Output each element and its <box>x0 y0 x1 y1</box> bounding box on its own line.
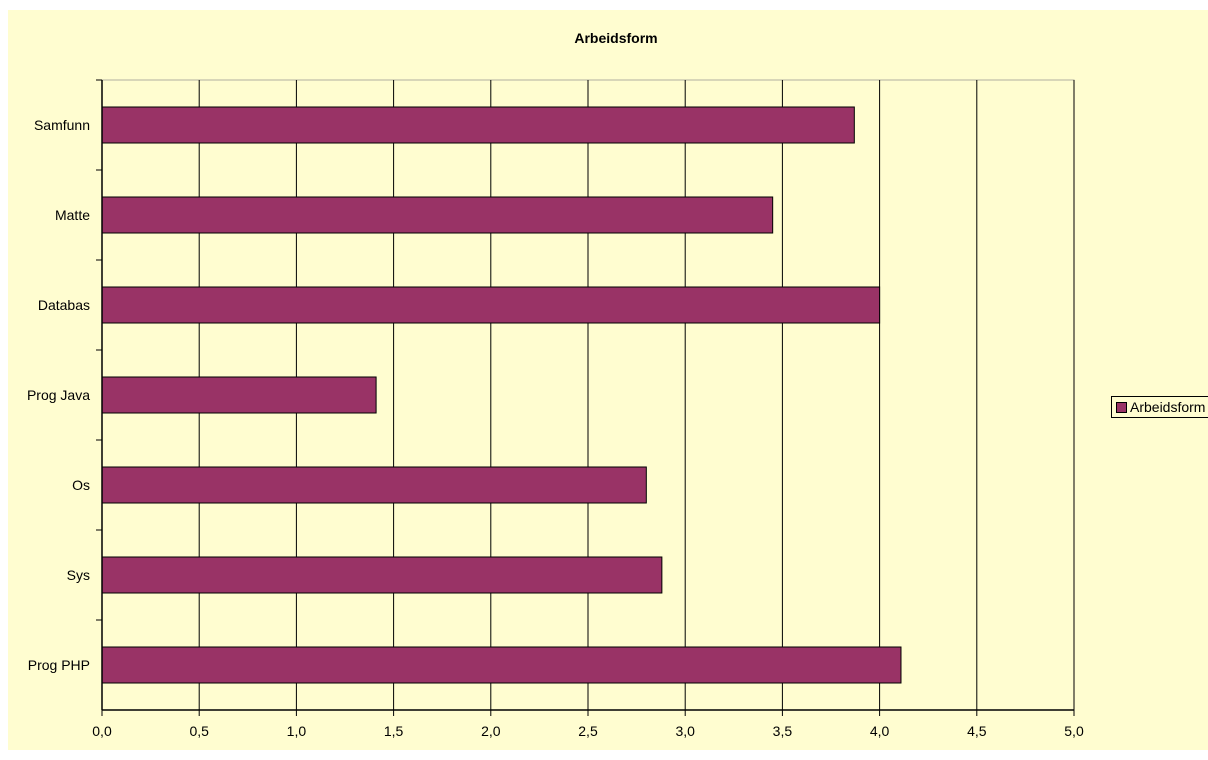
category-label: Prog Java <box>27 387 90 403</box>
x-tick-label: 2,0 <box>481 723 501 739</box>
bar <box>101 106 855 144</box>
bar <box>101 556 663 594</box>
bar-chart: Arbeidsform 0,0 0,5 1,0 1,5 2,0 2,5 3,0 3,5 4,0 4… <box>27 30 1084 739</box>
axes <box>96 79 1075 716</box>
x-tick-label: 4,0 <box>870 723 890 739</box>
x-tick-label: 0,5 <box>189 723 209 739</box>
x-tick-label: 0,0 <box>92 723 112 739</box>
legend: Arbeidsform <box>1111 396 1208 418</box>
labels: 0,0 0,5 1,0 1,5 2,0 2,5 3,0 3,5 4,0 4,5 5,0 Samfunn… <box>27 117 1084 739</box>
legend-label: Arbeidsform <box>1130 399 1206 415</box>
bar <box>101 466 647 504</box>
x-tick-label: 1,5 <box>384 723 404 739</box>
x-tick-label: 3,0 <box>675 723 695 739</box>
bar <box>101 646 902 684</box>
x-tick-label: 5,0 <box>1064 723 1084 739</box>
chart-area: Arbeidsform 0,0 0,5 1,0 1,5 2,0 2,5 3,0 3,5 4,0 4… <box>8 10 1208 750</box>
category-label: Sys <box>67 567 90 583</box>
x-tick-label: 1,0 <box>287 723 307 739</box>
category-label: Matte <box>55 207 90 223</box>
x-tick-label: 3,5 <box>773 723 793 739</box>
category-label: Samfunn <box>34 117 90 133</box>
x-tick-label: 2,5 <box>578 723 598 739</box>
category-label: Databas <box>38 297 90 313</box>
x-tick-label: 4,5 <box>967 723 987 739</box>
chart-title: Arbeidsform <box>574 30 657 46</box>
category-label: Os <box>72 477 90 493</box>
bar <box>101 196 774 234</box>
category-label: Prog PHP <box>28 657 90 673</box>
bar <box>101 286 881 324</box>
bars <box>101 106 902 684</box>
legend-swatch <box>1116 401 1127 413</box>
bar <box>101 376 377 414</box>
